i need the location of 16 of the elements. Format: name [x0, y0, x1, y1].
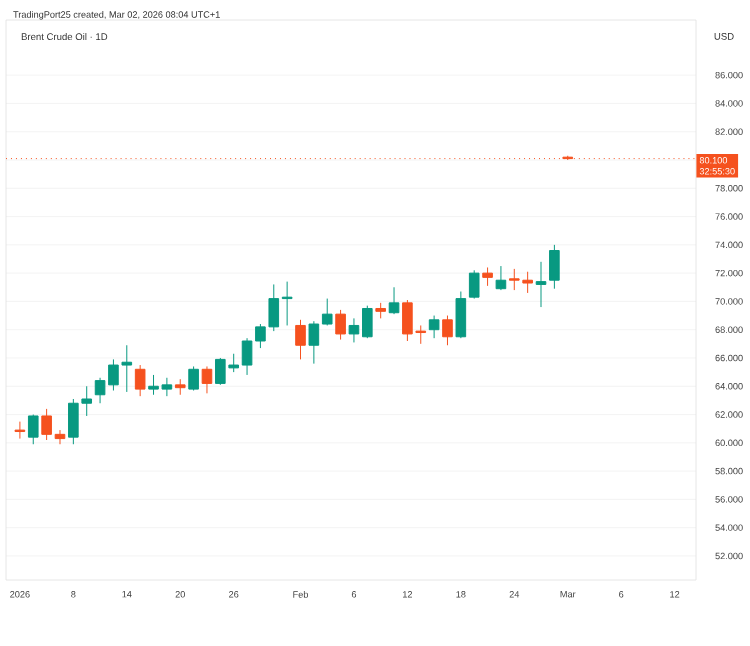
candlestick	[295, 319, 306, 360]
candlestick	[428, 315, 440, 339]
candlestick	[335, 309, 346, 341]
candlestick	[27, 414, 39, 445]
candlestick	[134, 364, 146, 397]
candlestick	[188, 365, 199, 392]
candlestick	[455, 291, 467, 339]
candlestick	[535, 261, 547, 308]
candlestick	[442, 315, 453, 346]
candlestick	[201, 365, 213, 394]
candlestick	[495, 265, 507, 291]
candlestick	[482, 266, 493, 287]
candlestick	[468, 269, 480, 300]
candlestick	[549, 244, 560, 290]
candlestick	[388, 286, 400, 315]
candlestick	[14, 421, 26, 440]
